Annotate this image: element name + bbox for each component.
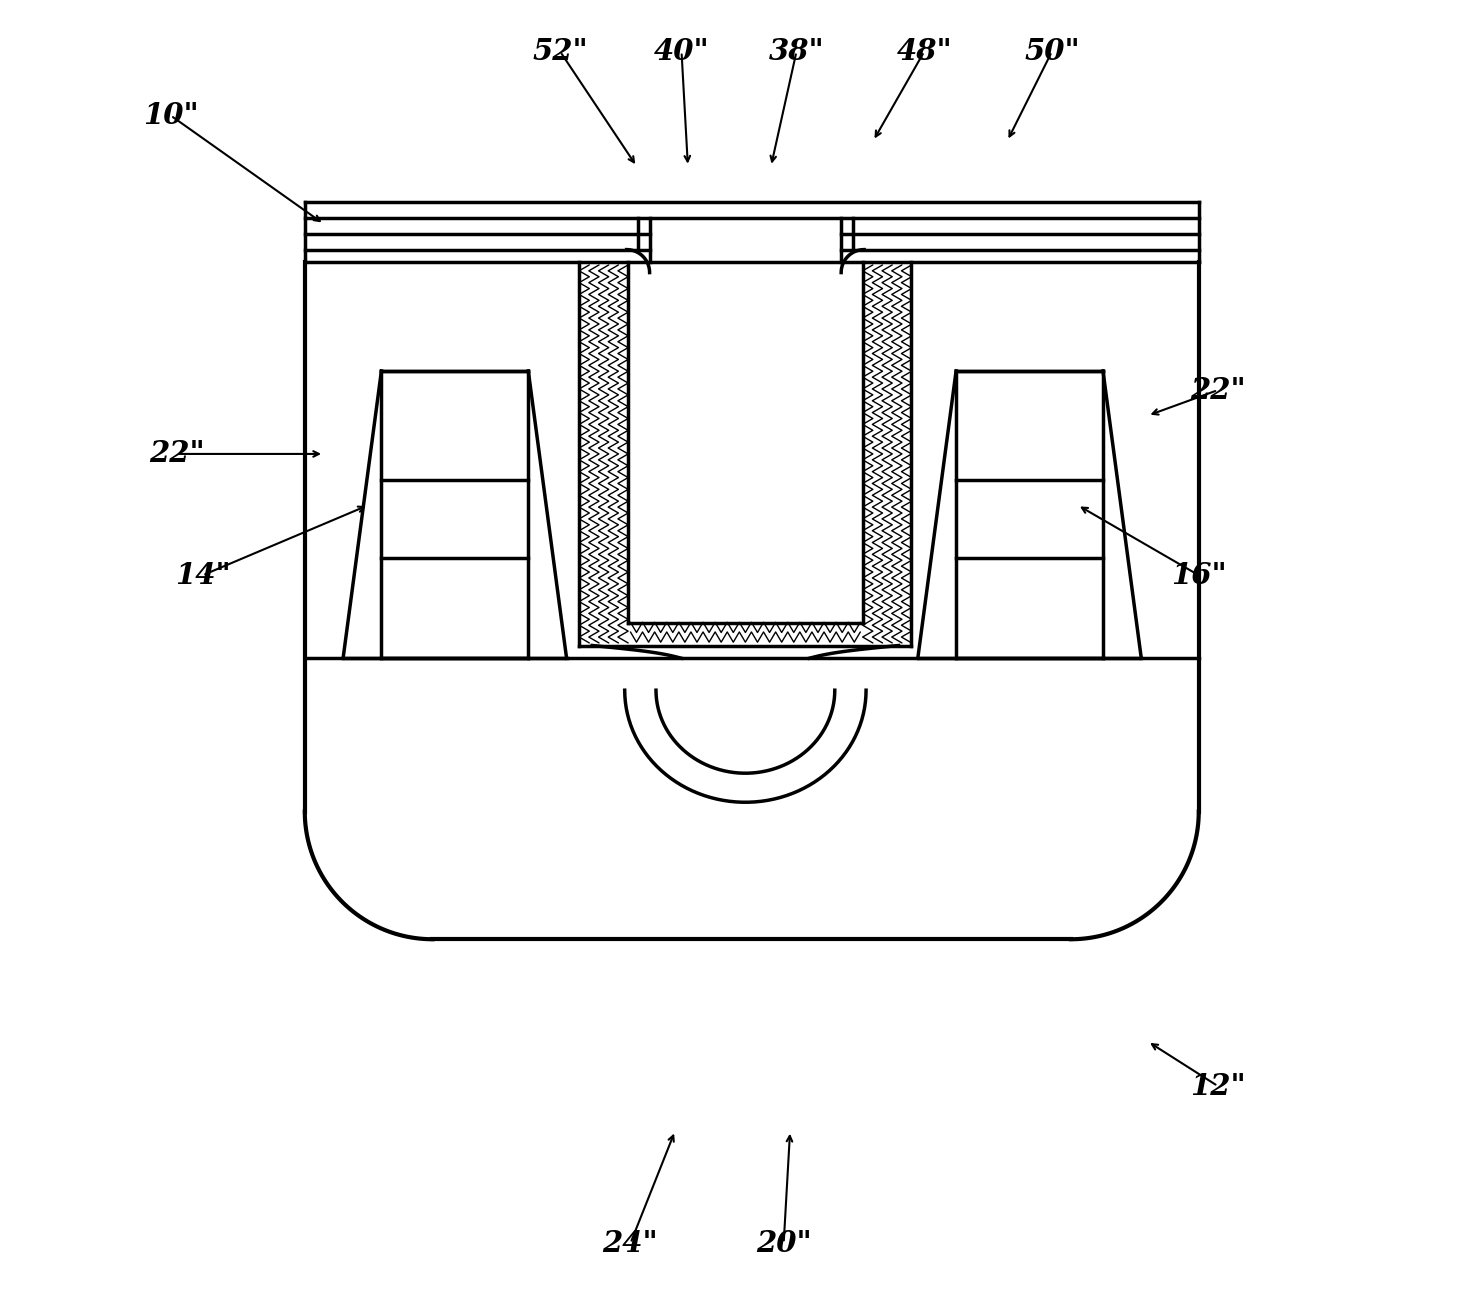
Text: 10": 10" [143, 101, 198, 130]
Text: 52": 52" [532, 37, 588, 66]
Text: 22": 22" [1190, 376, 1246, 404]
Text: 12": 12" [1190, 1072, 1246, 1101]
Text: 38": 38" [769, 37, 825, 66]
Text: 14": 14" [174, 560, 231, 590]
Text: 22": 22" [149, 439, 205, 469]
Text: 16": 16" [1171, 560, 1227, 590]
Text: 20": 20" [755, 1229, 811, 1257]
Text: 24": 24" [603, 1229, 658, 1257]
Text: 48": 48" [896, 37, 952, 66]
Text: 40": 40" [653, 37, 709, 66]
Text: 50": 50" [1024, 37, 1080, 66]
